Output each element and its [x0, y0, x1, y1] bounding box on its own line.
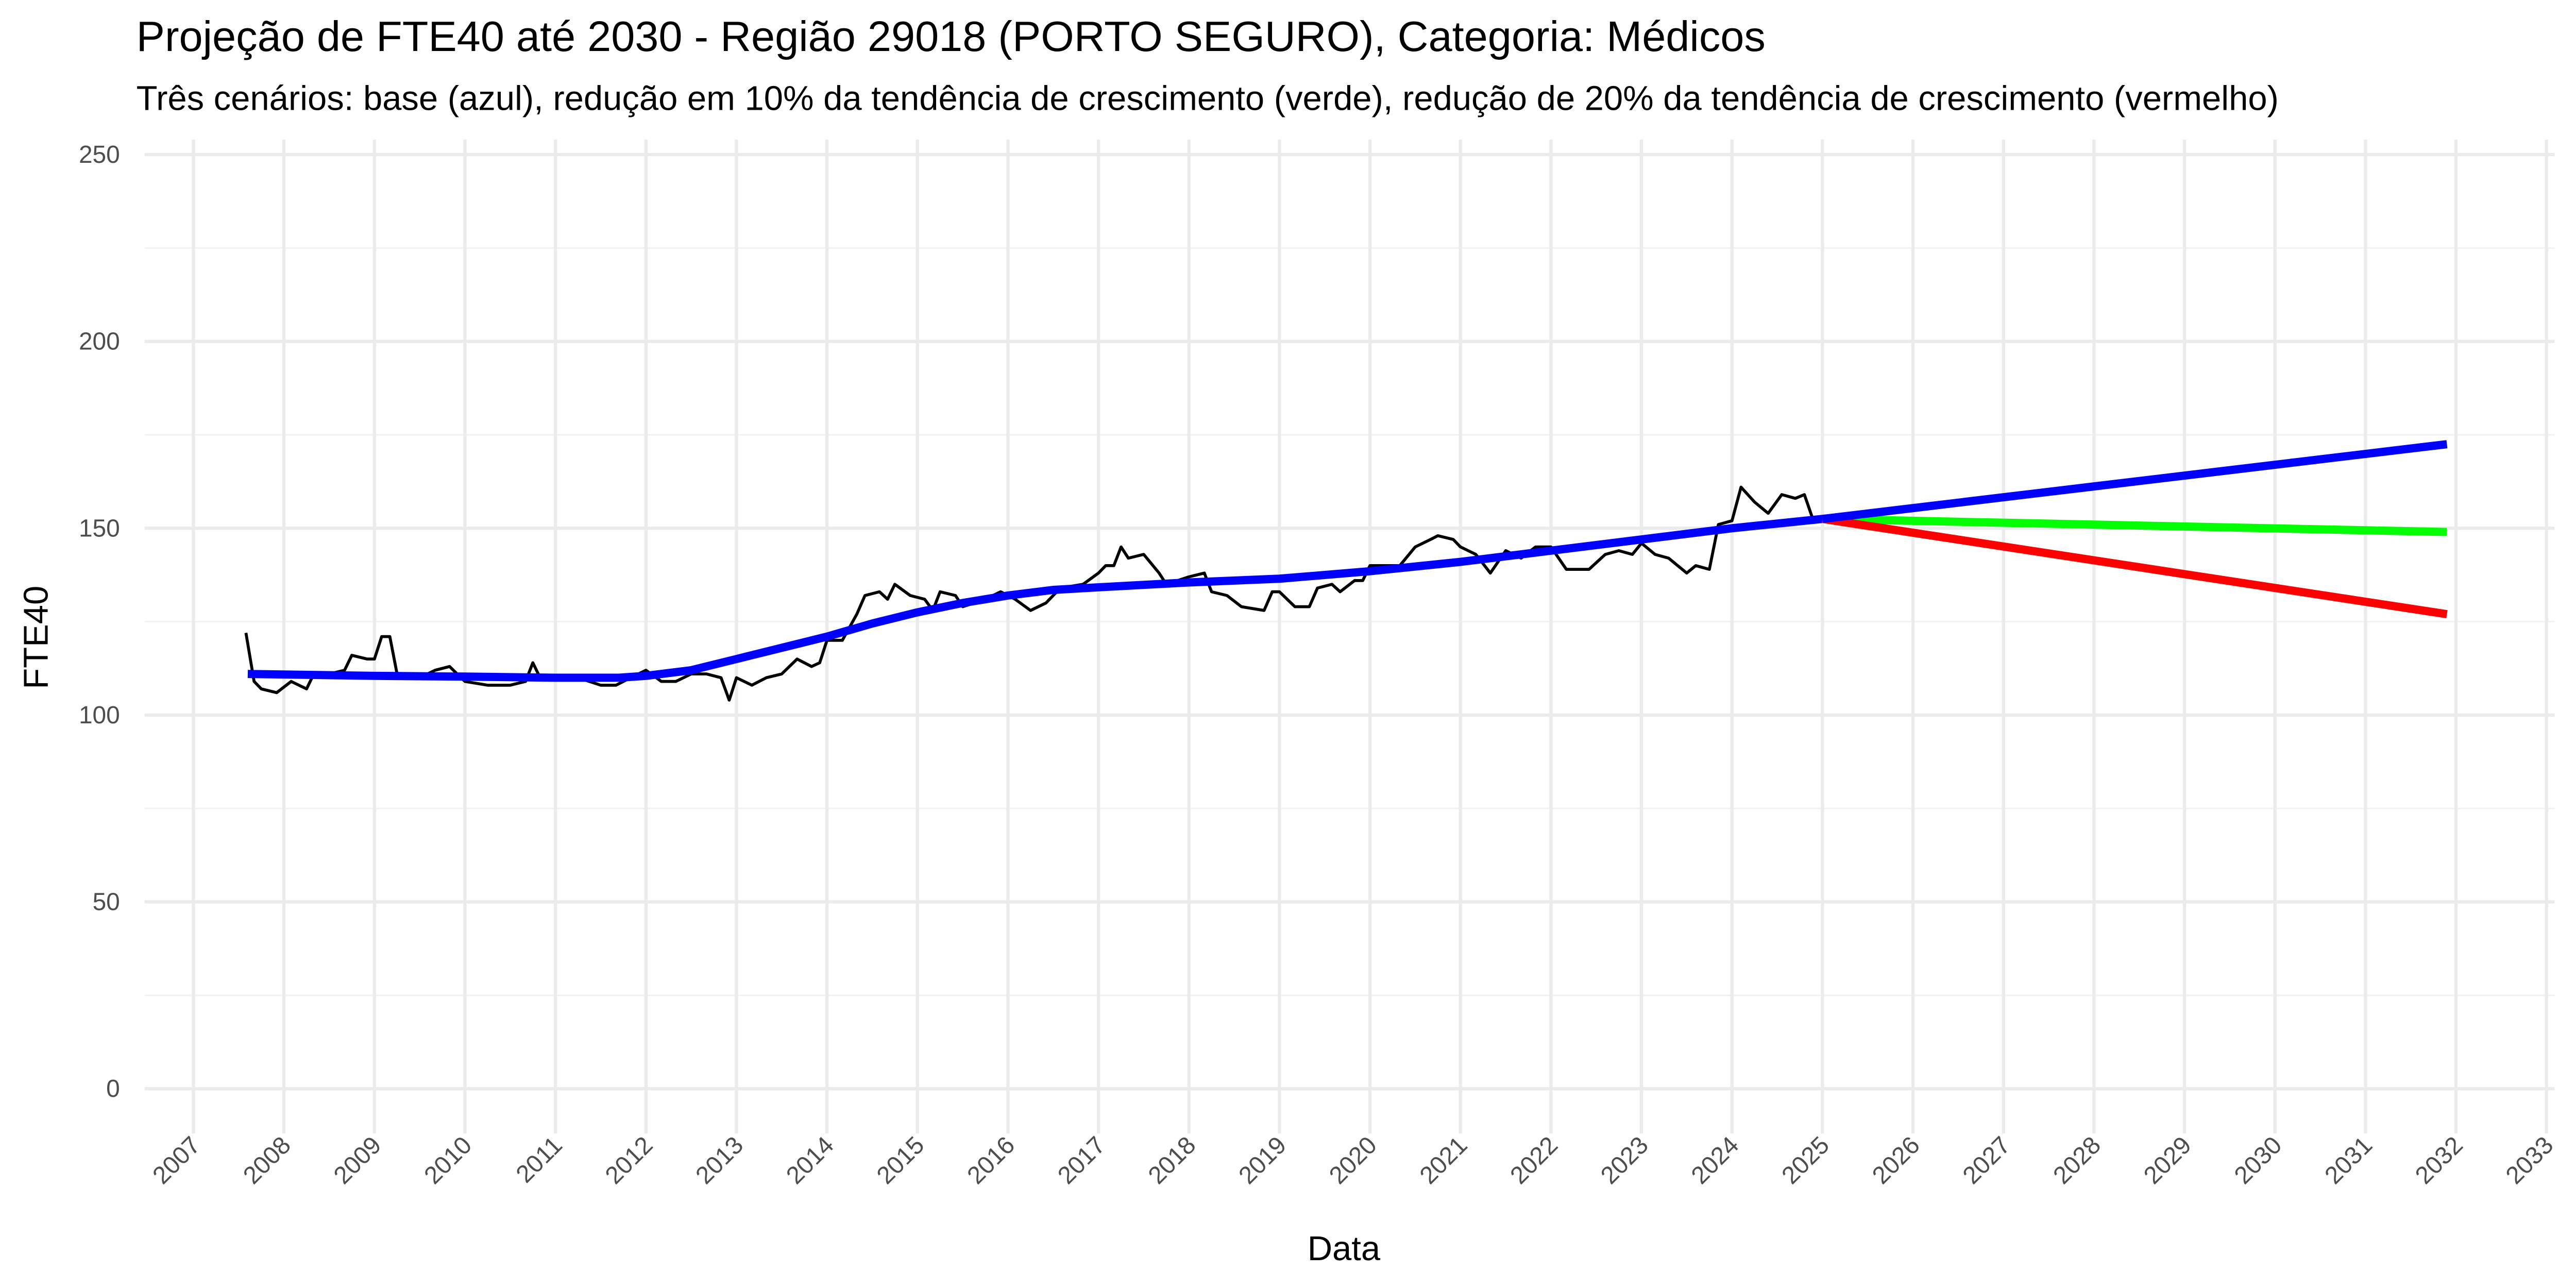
- y-tick-label: 0: [106, 1075, 120, 1103]
- y-tick-label: 250: [79, 141, 120, 168]
- x-axis-label: Data: [1308, 1229, 1381, 1268]
- series-line: [1822, 515, 2448, 619]
- y-axis-label: FTE40: [16, 586, 55, 689]
- series-line: [1822, 515, 2447, 536]
- y-tick-label: 100: [79, 702, 120, 729]
- series-line: [1822, 440, 2448, 523]
- series-line: [247, 515, 1823, 682]
- grid: [144, 140, 2555, 1134]
- chart-title: Projeção de FTE40 até 2030 - Região 2901…: [137, 12, 1766, 60]
- y-tick-label: 200: [79, 328, 120, 355]
- y-tick-label: 150: [79, 515, 120, 542]
- lines: [244, 440, 2448, 702]
- y-tick-label: 50: [93, 889, 120, 916]
- chart-subtitle: Três cenários: base (azul), redução em 1…: [137, 79, 2279, 118]
